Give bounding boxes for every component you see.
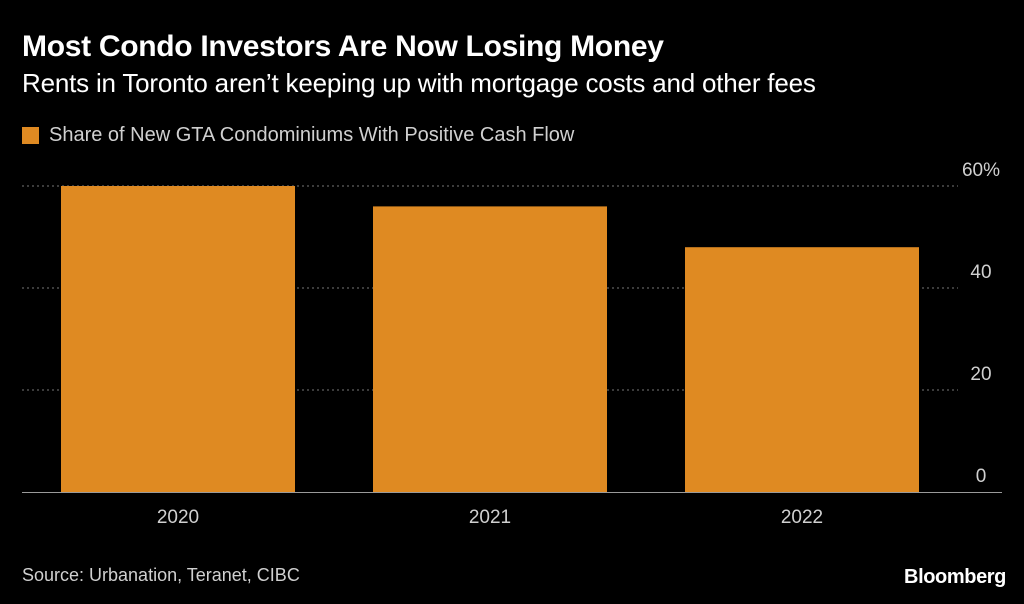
chart-title: Most Condo Investors Are Now Losing Mone… <box>22 30 664 63</box>
legend: Share of New GTA Condominiums With Posit… <box>22 124 574 147</box>
bar-2020 <box>61 186 295 492</box>
legend-label: Share of New GTA Condominiums With Posit… <box>49 124 575 146</box>
bloomberg-logo: Bloomberg <box>904 566 1006 588</box>
y-tick-label: 60% <box>962 160 1000 181</box>
x-tick-label: 2022 <box>781 507 823 528</box>
y-tick-label: 20 <box>970 364 991 385</box>
x-tick-label: 2021 <box>469 507 511 528</box>
y-tick-label: 40 <box>970 262 991 283</box>
y-tick-label: 0 <box>976 466 987 487</box>
bar-2021 <box>373 206 607 492</box>
legend-swatch <box>22 127 39 144</box>
chart-subtitle: Rents in Toronto aren’t keeping up with … <box>22 68 816 98</box>
x-tick-label: 2020 <box>157 507 199 528</box>
source-note: Source: Urbanation, Teranet, CIBC <box>22 565 300 585</box>
bar-2022 <box>685 247 919 492</box>
